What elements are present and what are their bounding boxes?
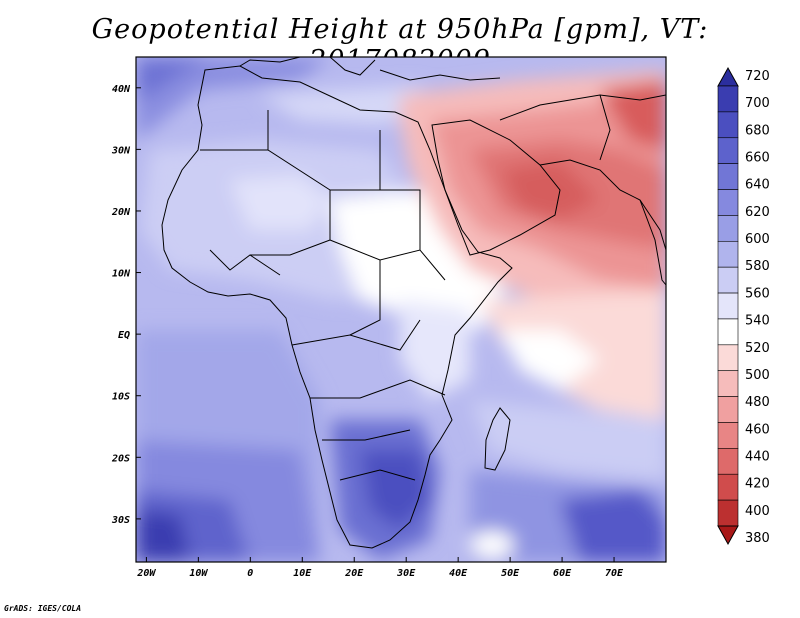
colorbar-swatch <box>717 370 739 397</box>
colorbar-swatch <box>717 292 739 320</box>
colorbar-label: 420 <box>745 477 770 492</box>
colorbar-label: 520 <box>745 341 770 356</box>
height-field <box>136 57 666 562</box>
colorbar: 720 700 680 660 640 620 600 580 560 540 520 500 480 4… <box>717 66 770 546</box>
lat-tick-label: 10N <box>112 269 131 280</box>
colorbar-label: 620 <box>745 205 770 220</box>
arabian-peninsula <box>431 119 561 256</box>
colorbar-swatch <box>717 189 739 216</box>
lon-tick-label: 60E <box>553 568 572 579</box>
lon-tick-label: 50E <box>501 568 520 579</box>
lon-tick-label: 20E <box>344 568 364 579</box>
colorbar-swatch <box>717 448 739 475</box>
colorbar-label: 440 <box>745 449 770 464</box>
lon-tick-label: 70E <box>605 568 624 579</box>
colorbar-swatch <box>717 163 739 190</box>
field-nw-high <box>136 57 330 140</box>
colorbar-swatch <box>717 396 739 423</box>
colorbar-label: 640 <box>745 178 770 193</box>
africa-coastline <box>161 65 513 549</box>
colorbar-swatch <box>717 240 739 268</box>
lat-tick-label: 10S <box>112 392 130 403</box>
colorbar-bottom-arrow <box>717 525 739 546</box>
colorbar-swatch <box>717 85 739 113</box>
colorbar-swatch <box>717 318 739 346</box>
lat-tick-label: EQ <box>118 330 130 341</box>
colorbar-top-arrow <box>717 66 739 87</box>
lat-tick-label: 30N <box>111 145 131 156</box>
colorbar-label: 460 <box>745 422 770 437</box>
colorbar-swatch <box>717 473 739 501</box>
colorbar-label: 580 <box>745 259 770 274</box>
colorbar-label: 540 <box>745 314 770 329</box>
plot-frame <box>135 56 667 563</box>
colorbar-swatch <box>717 215 739 242</box>
field-white-spot <box>470 531 514 559</box>
lat-tick-label: 20N <box>111 207 131 218</box>
longitude-axis: 20W 10W 0 10E 20E 30E 40E 50E 60E 70E <box>136 557 624 579</box>
colorbar-label: 680 <box>745 123 770 138</box>
colorbar-swatch <box>717 111 739 139</box>
lat-tick-label: 30S <box>111 515 130 526</box>
latitude-axis: 40N 30N 20N 10N EQ 10S 20S 30S <box>111 84 141 526</box>
colorbar-swatch <box>717 137 739 164</box>
lat-tick-label: 20S <box>111 453 130 464</box>
colorbar-label: 400 <box>745 504 770 519</box>
colorbar-label: 700 <box>745 96 770 111</box>
colorbar-swatch <box>717 344 739 372</box>
colorbar-label: 480 <box>745 395 770 410</box>
lon-tick-label: 20W <box>136 568 156 579</box>
lon-tick-label: 10E <box>293 568 312 579</box>
lon-tick-label: 0 <box>247 568 253 579</box>
madagascar <box>484 407 511 471</box>
colorbar-swatch <box>717 266 739 294</box>
colorbar-swatch <box>717 422 739 449</box>
colorbar-label: 560 <box>745 286 770 301</box>
lon-tick-label: 40E <box>449 568 468 579</box>
colorbar-swatch <box>717 499 739 527</box>
grads-credit: GrADS: IGES/COLA <box>4 604 82 613</box>
lon-tick-label: 10W <box>189 568 208 579</box>
colorbar-label: 500 <box>745 368 770 383</box>
colorbar-label: 380 <box>745 531 770 546</box>
lat-tick-label: 40N <box>112 84 131 95</box>
colorbar-label: 660 <box>745 151 770 166</box>
colorbar-label: 720 <box>745 69 770 84</box>
colorbar-label: 600 <box>745 232 770 247</box>
lon-tick-label: 30E <box>396 568 416 579</box>
coastlines <box>161 57 666 549</box>
